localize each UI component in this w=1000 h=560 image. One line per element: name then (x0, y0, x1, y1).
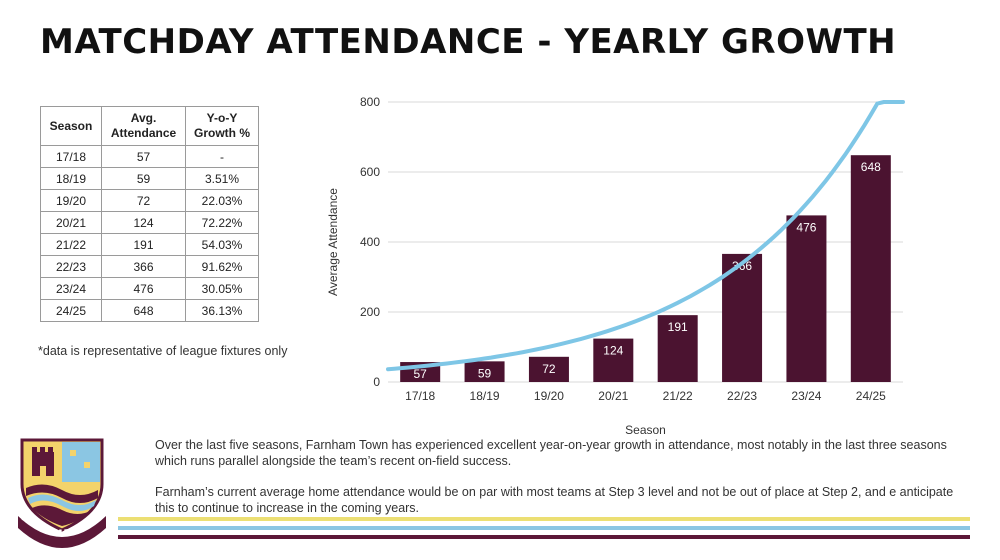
growth-cell: - (185, 145, 259, 168)
y-axis-title: Average Attendance (326, 188, 340, 296)
data-label: 57 (414, 367, 428, 381)
footnote: *data is representative of league fixtur… (38, 344, 288, 358)
bar (786, 215, 827, 382)
decorative-stripes (118, 517, 970, 544)
x-tick-label: 21/22 (663, 389, 693, 403)
table-row: 21/22 191 54.03% (40, 233, 259, 256)
season-cell: 22/23 (40, 255, 102, 278)
attendance-cell: 57 (101, 145, 186, 168)
attendance-table-body: 17/18 57-18/19 59 3.51% 19/20 72 22.03% 20/21 12… (40, 145, 259, 322)
data-label: 72 (542, 362, 556, 376)
bar (528, 356, 569, 382)
season-cell: 18/19 (40, 167, 102, 190)
table-row: 19/20 72 22.03% (40, 189, 259, 212)
table-row: 18/19 59 3.51% (40, 167, 259, 190)
attendance-cell: 59 (101, 167, 186, 190)
bar (722, 253, 763, 382)
page-title: MATCHDAY ATTENDANCE - YEARLY GROWTH (40, 22, 897, 62)
x-tick-label: 24/25 (856, 389, 886, 403)
stripe-yellow (118, 517, 970, 521)
season-cell: 23/24 (40, 277, 102, 300)
x-tick-label: 17/18 (405, 389, 435, 403)
attendance-cell: 124 (101, 211, 186, 234)
header-season: Season (40, 106, 102, 146)
x-tick-label: 20/21 (598, 389, 628, 403)
data-label: 366 (732, 259, 752, 273)
attendance-chart: 0 200 400 600 800 57 17/18 59 18/19 72 19/20 124 20/… (326, 95, 905, 437)
x-tick-label: 18/19 (470, 389, 500, 403)
attendance-cell: 366 (101, 255, 186, 278)
table-row: 22/23 366 91.62% (40, 255, 259, 278)
paragraph-growth: Over the last five seasons, Farnham Town… (155, 438, 947, 468)
data-label: 59 (478, 366, 492, 380)
attendance-cell: 72 (101, 189, 186, 212)
y-tick-label: 800 (360, 95, 380, 109)
season-cell: 19/20 (40, 189, 102, 212)
growth-cell: 54.03% (185, 233, 259, 256)
attendance-cell: 476 (101, 277, 186, 300)
header-avg-attendance: Avg. Attendance (101, 106, 186, 146)
bar (657, 315, 698, 382)
attendance-cell: 191 (101, 233, 186, 256)
table-row: 24/25 648 36.13% (40, 299, 259, 322)
season-cell: 17/18 (40, 145, 102, 168)
x-tick-label: 23/24 (791, 389, 821, 403)
data-label: 191 (668, 320, 688, 334)
trend-line (386, 100, 905, 372)
y-tick-label: 200 (360, 305, 380, 319)
x-tick-label: 19/20 (534, 389, 564, 403)
table-row: 20/21 124 72.22% (40, 211, 259, 234)
season-cell: 21/22 (40, 233, 102, 256)
bar (593, 338, 634, 382)
growth-cell: 3.51% (185, 167, 259, 190)
header-growth: Y-o-Y Growth % (185, 106, 259, 146)
data-label: 648 (861, 160, 881, 174)
data-label: 476 (796, 220, 816, 234)
season-cell: 24/25 (40, 299, 102, 322)
table-row: 23/24 476 30.05% (40, 277, 259, 300)
y-tick-label: 0 (373, 375, 380, 389)
club-crest: FARNHAM TOWN FC (14, 436, 106, 548)
data-label: 124 (603, 344, 623, 358)
table-row: 17/18 57- (40, 145, 259, 168)
growth-cell: 30.05% (185, 277, 259, 300)
growth-cell: 22.03% (185, 189, 259, 212)
attendance-table: Season Avg. Attendance Y-o-Y Growth % 17… (40, 106, 259, 322)
y-tick-label: 400 (360, 235, 380, 249)
season-cell: 20/21 (40, 211, 102, 234)
growth-cell: 91.62% (185, 255, 259, 278)
bar (850, 155, 891, 382)
growth-cell: 36.13% (185, 299, 259, 322)
x-axis-title: Season (625, 423, 666, 437)
paragraph-outlook: Farnham’s current average home attendanc… (155, 485, 954, 515)
attendance-cell: 648 (101, 299, 186, 322)
stripe-blue (118, 526, 970, 530)
growth-cell: 72.22% (185, 211, 259, 234)
stripe-maroon (118, 535, 970, 539)
bar (464, 361, 505, 382)
x-tick-label: 22/23 (727, 389, 757, 403)
y-tick-label: 600 (360, 165, 380, 179)
table-header-row: Season Avg. Attendance Y-o-Y Growth % (40, 106, 259, 146)
